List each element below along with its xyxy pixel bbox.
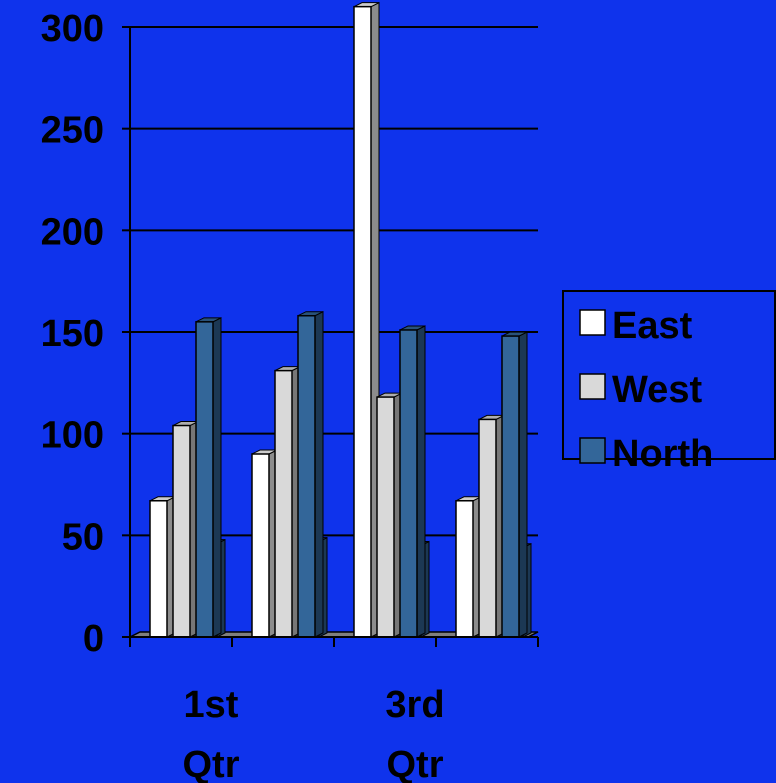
y-tick-label: 300 — [41, 8, 104, 50]
bar-east — [353, 5, 372, 638]
legend-label-east: East — [612, 305, 693, 347]
y-tick-label: 50 — [62, 516, 104, 558]
y-tick-label: 200 — [41, 211, 104, 253]
bar-west — [376, 396, 395, 638]
x-tick-label: Qtr — [183, 744, 240, 783]
x-tick-label: 1st — [184, 684, 239, 726]
y-tick-label: 100 — [41, 415, 104, 457]
y-tick-label: 0 — [83, 618, 104, 660]
bar-north-side — [314, 310, 324, 638]
y-tick-label: 250 — [41, 110, 104, 152]
legend-swatch-east — [579, 309, 606, 336]
legend: East West North — [562, 290, 776, 475]
y-tick-label: 150 — [41, 313, 104, 355]
bar-north-side — [212, 317, 222, 638]
bar-east — [455, 500, 474, 638]
x-tick-label: Qtr — [387, 744, 444, 783]
bar-north — [297, 314, 316, 638]
bar-east — [251, 453, 270, 638]
bar-north-side — [518, 331, 528, 638]
bar-north — [501, 335, 520, 638]
bar-west — [172, 424, 191, 638]
bar-west — [478, 418, 497, 638]
bar-west — [274, 369, 293, 638]
bar-north — [399, 329, 418, 638]
x-axis-ticks: 1st Qtr 3rd Qtr — [129, 637, 539, 783]
bar-east — [149, 500, 168, 638]
bar-north-side — [416, 325, 426, 638]
y-axis-ticks: 0 50 100 150 200 250 300 — [41, 8, 130, 660]
legend-label-north: North — [612, 433, 713, 475]
bar-north — [195, 321, 214, 638]
x-tick-label: 3rd — [385, 684, 444, 726]
bars — [149, 1, 532, 638]
legend-label-west: West — [612, 369, 702, 411]
legend-swatch-north — [579, 437, 606, 464]
legend-swatch-west — [579, 373, 606, 400]
